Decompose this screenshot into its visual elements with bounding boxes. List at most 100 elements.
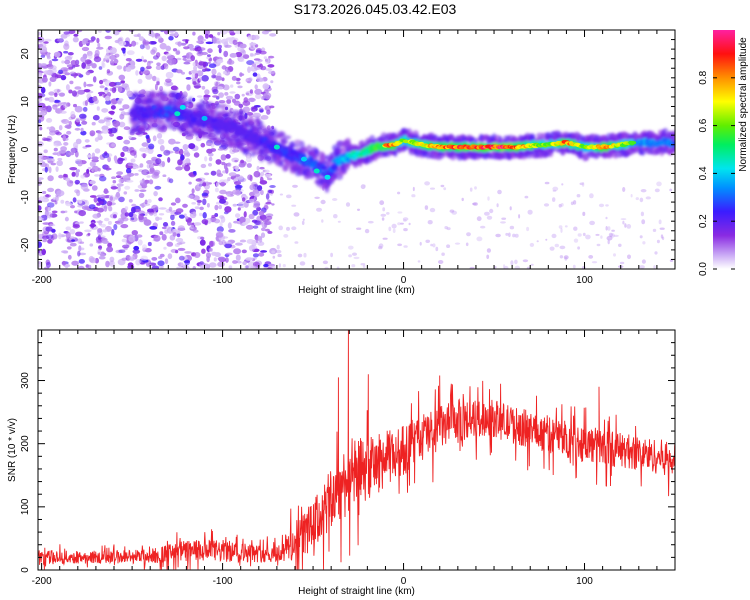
noise-speck [168, 138, 176, 145]
haze-speck [522, 259, 529, 263]
noise-speck [266, 215, 273, 220]
noise-speck [247, 35, 253, 40]
haze-speck [391, 223, 397, 229]
noise-speck [216, 169, 222, 176]
haze-speck [558, 225, 563, 229]
haze-speck [379, 200, 385, 206]
noise-speck [58, 232, 62, 240]
noise-speck [97, 228, 103, 233]
haze-speck [378, 243, 384, 248]
haze-speck [573, 226, 578, 231]
haze-speck [656, 181, 662, 187]
noise-speck [74, 210, 78, 214]
noise-speck [86, 154, 92, 158]
noise-speck [200, 163, 207, 169]
noise-speck [142, 184, 148, 188]
noise-speck [221, 65, 227, 70]
noise-speck [264, 169, 270, 173]
noise-speck [102, 240, 109, 244]
noise-speck [77, 89, 85, 95]
ridge-halo [314, 148, 319, 154]
noise-speck [226, 59, 235, 65]
noise-speck [130, 217, 135, 221]
noise-speck [263, 263, 269, 268]
haze-speck [559, 255, 564, 259]
noise-speck [70, 110, 76, 118]
noise-speck [265, 193, 270, 200]
haze-speck [380, 213, 387, 217]
noise-speck [46, 52, 51, 58]
noise-speck [48, 91, 55, 96]
haze-speck [495, 233, 501, 238]
noise-speck [205, 33, 209, 39]
noise-speck [155, 216, 160, 222]
noise-speck [206, 148, 213, 154]
snr-x-label: Height of straight line (km) [298, 586, 415, 597]
noise-speck [123, 139, 131, 145]
noise-speck [144, 150, 149, 153]
haze-speck [526, 266, 531, 269]
noise-speck [38, 42, 47, 49]
haze-speck [294, 241, 299, 244]
noise-speck [99, 85, 105, 89]
noise-speck [231, 75, 237, 81]
ridge-halo [199, 131, 207, 137]
noise-speck [108, 81, 117, 87]
ridge-halo [672, 130, 675, 138]
noise-speck [238, 177, 247, 183]
noise-speck [165, 81, 174, 87]
noise-speck [215, 232, 224, 238]
noise-speck [240, 159, 245, 164]
noise-speck [106, 200, 113, 207]
noise-speck [252, 225, 259, 229]
haze-speck [352, 252, 357, 256]
noise-speck [38, 98, 43, 102]
noise-speck [105, 30, 111, 33]
haze-speck [446, 244, 451, 248]
noise-speck [175, 249, 179, 254]
noise-speck [77, 250, 81, 257]
noise-speck [81, 39, 87, 45]
haze-speck [438, 260, 444, 264]
noise-speck [219, 221, 223, 228]
haze-speck [585, 234, 591, 240]
noise-speck [118, 74, 126, 81]
noise-speck [41, 161, 46, 166]
noise-speck [247, 66, 251, 73]
noise-speck [218, 205, 222, 210]
haze-speck [497, 189, 502, 195]
noise-speck [44, 194, 51, 198]
noise-speck [224, 92, 229, 96]
noise-speck [72, 197, 77, 203]
noise-speck [147, 198, 152, 204]
noise-speck [88, 204, 96, 210]
haze-speck [476, 236, 483, 242]
noise-speck [89, 130, 96, 137]
noise-speck [234, 159, 238, 163]
noise-speck [110, 186, 119, 190]
noise-speck [111, 87, 117, 94]
haze-speck [639, 265, 645, 269]
haze-speck [292, 184, 298, 188]
haze-speck [362, 264, 366, 268]
noise-speck [96, 106, 100, 111]
noise-speck [221, 38, 229, 44]
noise-speck [73, 33, 79, 37]
haze-speck [558, 203, 562, 208]
noise-speck [206, 203, 210, 208]
noise-speck [38, 158, 42, 163]
noise-speck [49, 223, 56, 227]
noise-speck [232, 260, 238, 264]
noise-speck [60, 33, 68, 39]
noise-speck [118, 40, 127, 47]
noise-speck [254, 88, 263, 95]
noise-speck [144, 212, 148, 217]
noise-speck [139, 44, 145, 50]
noise-speck [91, 152, 95, 158]
noise-speck [175, 197, 181, 204]
noise-speck [110, 105, 116, 110]
noise-speck [208, 163, 212, 167]
haze-speck [333, 214, 338, 219]
noise-speck [268, 189, 273, 194]
noise-speck [40, 86, 46, 94]
